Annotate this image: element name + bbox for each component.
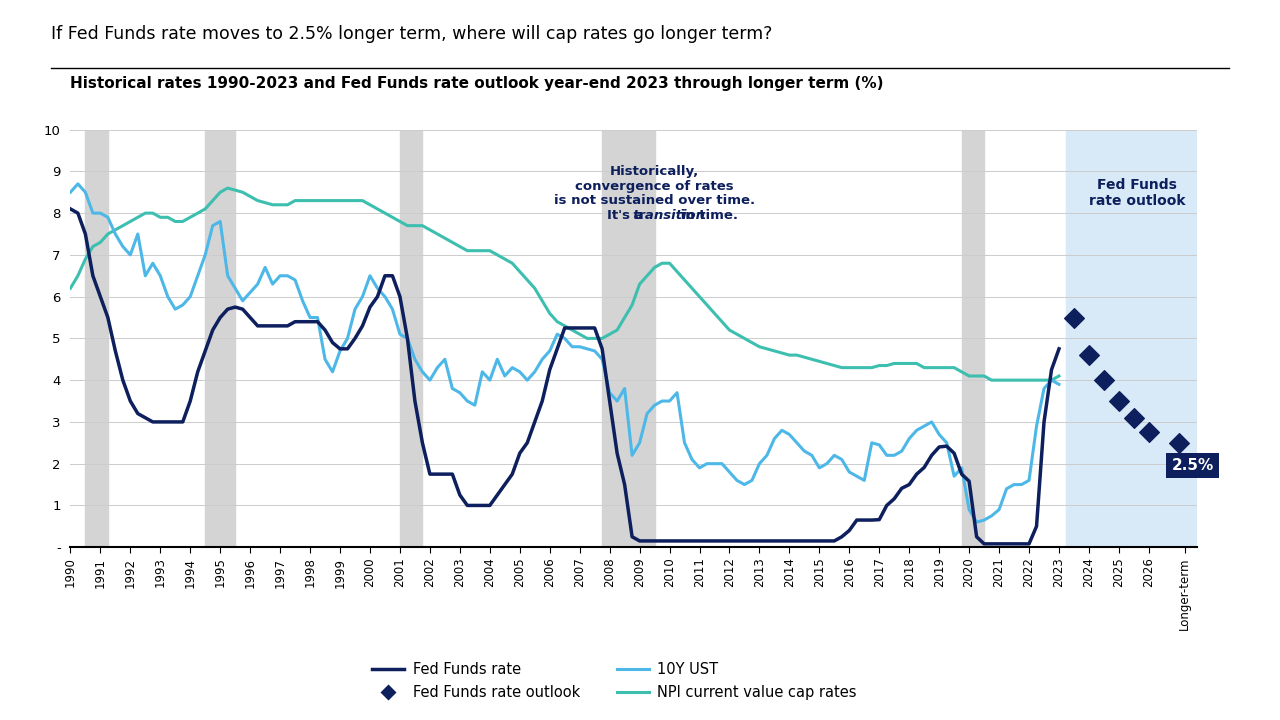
Text: is not sustained over time.: is not sustained over time. (554, 194, 755, 207)
Text: Historical rates 1990-2023 and Fed Funds rate outlook year-end 2023 through long: Historical rates 1990-2023 and Fed Funds… (70, 76, 884, 91)
Bar (399, 130, 422, 547)
Point (1124, 412, 1144, 423)
Text: in time.: in time. (676, 209, 739, 222)
Point (1108, 395, 1129, 407)
Bar (205, 130, 236, 547)
Point (1169, 437, 1189, 449)
Bar (961, 130, 984, 547)
Bar (602, 130, 654, 547)
Bar (86, 130, 108, 547)
Text: transition: transition (632, 209, 705, 222)
Text: It's a: It's a (607, 209, 648, 222)
Text: 2.5%: 2.5% (1171, 458, 1213, 473)
Legend: Fed Funds rate, Fed Funds rate outlook, 10Y UST, NPI current value cap rates: Fed Funds rate, Fed Funds rate outlook, … (366, 657, 863, 706)
Text: Historically,: Historically, (611, 165, 699, 178)
Point (1064, 312, 1084, 323)
Bar (1066, 130, 1197, 547)
Text: If Fed Funds rate moves to 2.5% longer term, where will cap rates go longer term: If Fed Funds rate moves to 2.5% longer t… (51, 25, 773, 43)
Text: Fed Funds
rate outlook: Fed Funds rate outlook (1088, 178, 1185, 208)
Point (1093, 374, 1114, 386)
Point (1139, 426, 1160, 438)
Point (1079, 349, 1100, 361)
Text: convergence of rates: convergence of rates (575, 180, 733, 193)
